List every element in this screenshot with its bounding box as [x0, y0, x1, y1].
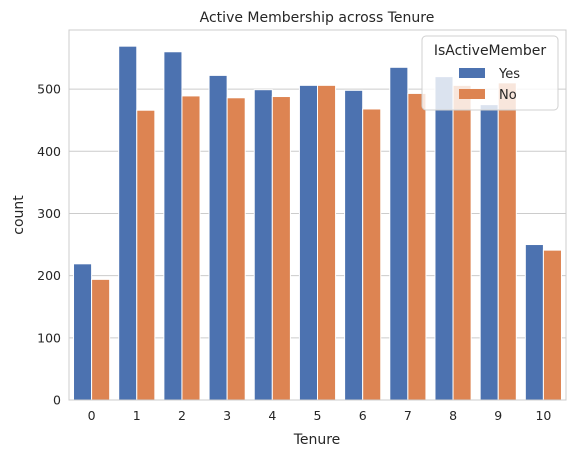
y-axis-label: count: [11, 195, 27, 235]
bar-yes-tenure-2: [163, 51, 183, 401]
y-tick-label: 500: [37, 82, 61, 97]
y-tick-label: 100: [37, 330, 61, 345]
y-tick-label: 0: [53, 393, 61, 408]
bar-no-tenure-4: [271, 96, 291, 401]
bar-no-tenure-1: [136, 109, 156, 401]
x-tick-label: 6: [359, 408, 367, 423]
legend-label-yes: Yes: [498, 67, 520, 82]
bar-no-tenure-6: [362, 108, 382, 401]
bar-yes-tenure-1: [118, 45, 138, 401]
x-tick-label: 2: [178, 408, 186, 423]
bar-no-tenure-8: [452, 84, 472, 401]
bar-no-tenure-9: [497, 82, 517, 401]
x-axis-label: Tenure: [293, 432, 341, 448]
legend-box: [421, 35, 559, 111]
bar-yes-tenure-6: [344, 89, 364, 401]
bar-no-tenure-5: [317, 84, 337, 401]
plot-frame: [68, 29, 567, 401]
y-tick-label: 200: [37, 268, 61, 283]
bar-no-tenure-3: [226, 97, 246, 401]
plot-area: 0 100 200 300 400 500 0 1 2 3 4 5 6 7 8 9 10: [37, 29, 567, 423]
bar-yes-tenure-8: [434, 76, 454, 401]
bar-yes-tenure-9: [479, 104, 499, 401]
x-tick-label: 3: [223, 408, 231, 423]
bar-no-tenure-0: [91, 278, 111, 401]
x-tick-label: 9: [494, 408, 502, 423]
legend-swatch-no: [459, 89, 485, 99]
bar-yes-tenure-3: [208, 74, 228, 401]
bar-yes-tenure-0: [73, 263, 93, 401]
legend-label-no: No: [499, 88, 517, 103]
y-tick-label: 300: [37, 206, 61, 221]
x-tick-label: 7: [404, 408, 412, 423]
bar-no-tenure-2: [181, 95, 201, 401]
bar-yes-tenure-4: [253, 89, 273, 401]
x-tick-label: 0: [88, 408, 96, 423]
x-tick-label: 1: [133, 408, 141, 423]
legend-swatch-yes: [459, 68, 485, 78]
x-tick-label: 10: [535, 408, 551, 423]
bar-no-tenure-10: [542, 249, 562, 401]
chart-title: Active Membership across Tenure: [200, 10, 435, 26]
legend: IsActiveMember Yes No: [421, 35, 559, 111]
bar-no-tenure-7: [407, 92, 427, 401]
bar-yes-tenure-5: [298, 84, 319, 401]
y-tick-label: 400: [37, 144, 61, 159]
x-tick-label: 4: [268, 408, 276, 423]
bar-yes-tenure-10: [524, 244, 544, 401]
x-tick-label: 8: [449, 408, 457, 423]
bar-yes-tenure-7: [389, 66, 409, 401]
legend-title: IsActiveMember: [434, 43, 547, 59]
x-tick-label: 5: [314, 408, 322, 423]
